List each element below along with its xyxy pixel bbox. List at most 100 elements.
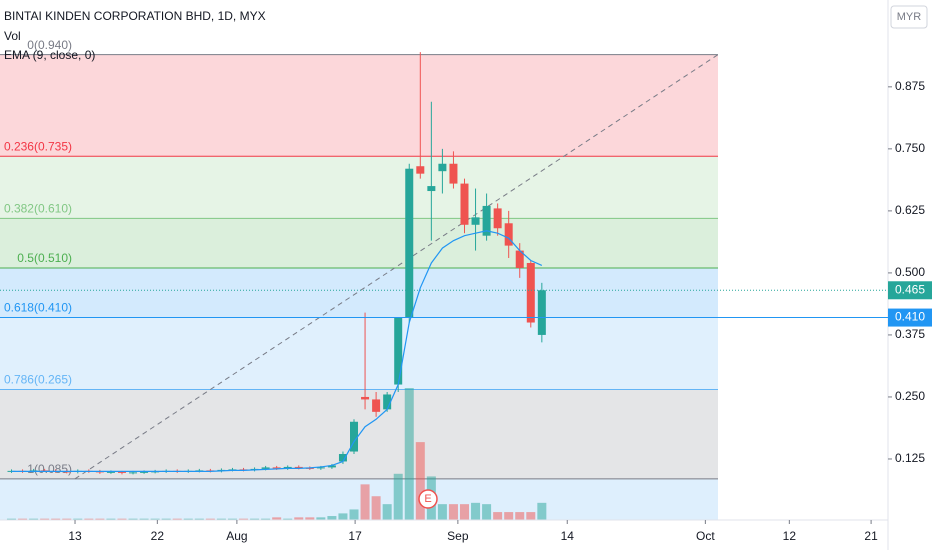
fib-label: 1(0.085) [27,462,72,476]
y-tick-label: 0.125 [895,451,925,465]
fib-zone [0,267,718,318]
earnings-marker [418,489,438,509]
volume-bar [261,518,271,520]
fib-label: 0.618(0.410) [4,301,72,315]
volume-bar [459,504,469,520]
volume-bar [272,517,282,520]
fib-retracement: 0(0.940) 0.236(0.735) 0.382(0.610) 0.5(0.51… [0,38,719,520]
x-tick-label: Sep [447,529,469,543]
candle-body [350,421,359,452]
volume-bar [40,518,50,520]
candle-body [129,472,138,474]
volume-bar [6,518,16,520]
volume-bar [371,496,381,520]
volume-bar [316,517,326,520]
candle-body [449,163,458,184]
y-tick-label: 0.625 [895,203,925,217]
price-tag-label: 0.465 [895,282,925,296]
price-pane: E [7,52,546,509]
candle-body [526,262,535,323]
candle-body [405,168,414,318]
x-tick-label: 14 [561,529,575,543]
volume-bar [437,504,447,520]
volume-bar [404,388,414,520]
candle-body [460,183,469,225]
candle-body [383,394,392,410]
volume-bar [18,518,28,520]
candle-body [106,471,115,473]
volume-bar [106,518,116,520]
price-tag-label: 0.410 [895,310,925,324]
earnings-label: E [424,493,431,505]
volume-bar [62,518,72,520]
y-tick-label: 0.875 [895,79,925,93]
x-tick-label: Aug [226,529,247,543]
ema-line [11,230,543,472]
candle-body [117,471,126,473]
volume-bar [150,518,160,520]
fib-zone [0,54,718,157]
volume-bar [526,512,536,520]
volume-bar [73,518,83,520]
volume-bar [51,518,61,520]
candle-body [427,186,436,192]
volume-bar [216,518,226,520]
fib-label: 0.236(0.735) [4,139,72,153]
volume-bar [294,517,304,520]
candle-body [294,466,303,468]
fib-zone [0,317,718,390]
y-tick-label: 0.750 [895,141,925,155]
fib-trend-line [74,54,719,480]
x-tick-label: 13 [68,529,82,543]
candle-body [140,471,149,473]
y-tick-label: 0.250 [895,389,925,403]
candle-body [438,163,447,172]
volume-bar [250,518,260,520]
volume-bar [415,442,425,520]
volume-bar [338,513,348,520]
volume-bar [537,502,547,520]
candle-body [283,466,292,469]
fib-label: 0.382(0.610) [4,201,72,215]
fib-zone [0,218,718,268]
volume-bar [84,518,94,520]
fib-label: 0.786(0.265) [4,373,72,387]
volume-bar [139,518,149,520]
volume-bar [504,512,514,520]
volume-bar [471,502,481,520]
currency-label[interactable]: MYR [897,11,922,23]
axes: 0.125 0.250 0.375 0.500 0.625 0.750 0.875 13 22 A… [0,79,932,543]
candle-body [493,208,502,229]
volume-bar [482,504,492,520]
volume-bar [183,518,193,520]
price-tag [888,281,932,300]
candle-body [338,454,347,462]
x-tick-label: 21 [864,529,878,543]
volume-bar [305,517,315,520]
candle-body [482,205,491,236]
volume-bar [227,518,237,520]
candle-body [515,250,524,268]
fib-zone [0,156,718,219]
x-tick-label: 12 [783,529,797,543]
candle-body [261,467,270,469]
x-tick-label: Oct [696,529,715,543]
indicator-label: EMA (9, close, 0) [4,48,95,62]
volume-bar [205,518,215,520]
candle-body [471,217,480,225]
volume-bar [382,504,392,520]
y-tick-label: 0.500 [895,265,925,279]
currency-button[interactable] [890,5,928,29]
volume-bar [128,518,138,520]
volume-bar [95,518,105,520]
volume-bar [493,512,503,520]
indicator-label: Vol [4,29,21,43]
candle-body [272,467,281,469]
chart-title: BINTAI KINDEN CORPORATION BHD, 1D, MYX [4,9,266,23]
volume-bar [360,484,370,520]
candle-body [394,317,403,385]
candle-body [504,223,513,246]
x-tick-label: 22 [151,529,165,543]
volume-bar [172,518,182,520]
